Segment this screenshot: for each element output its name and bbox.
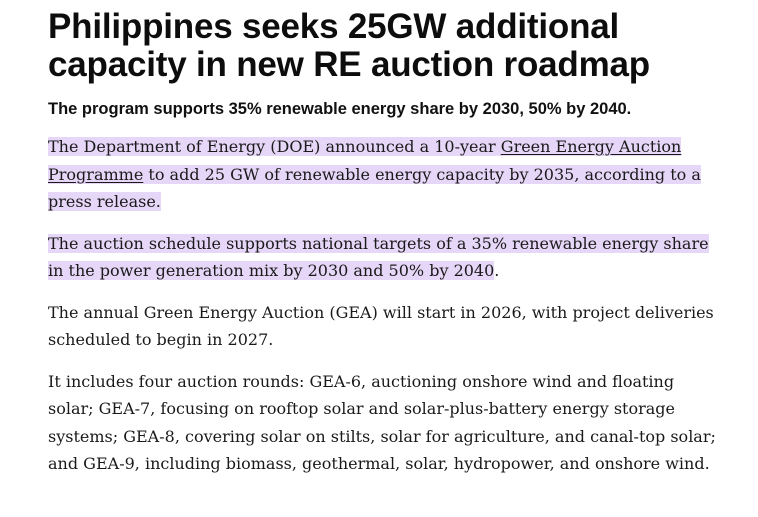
highlight-1: The Department of Energy (DOE) announced…: [48, 137, 701, 211]
paragraph-1-rest: to add 25 GW of renewable energy capacit…: [48, 164, 701, 212]
paragraph-2-tail: .: [494, 261, 500, 280]
highlight-2: The auction schedule supports national t…: [48, 233, 709, 280]
paragraph-4: It includes four auction rounds: GEA-6, …: [48, 371, 716, 474]
paragraph-1-lead: The Department of Energy (DOE) announced…: [48, 137, 501, 156]
subheadline: The program supports 35% renewable energ…: [48, 100, 632, 118]
paragraph-3: The annual Green Energy Auction (GEA) wi…: [48, 302, 714, 350]
headline: Philippines seeks 25GW additional capaci…: [48, 7, 650, 84]
paragraph-1: The Department of Energy (DOE) announced…: [48, 133, 718, 216]
green-energy-auction-link[interactable]: Green Energy Auction Programme: [48, 137, 682, 184]
paragraph-2: The auction schedule supports national t…: [48, 230, 718, 285]
